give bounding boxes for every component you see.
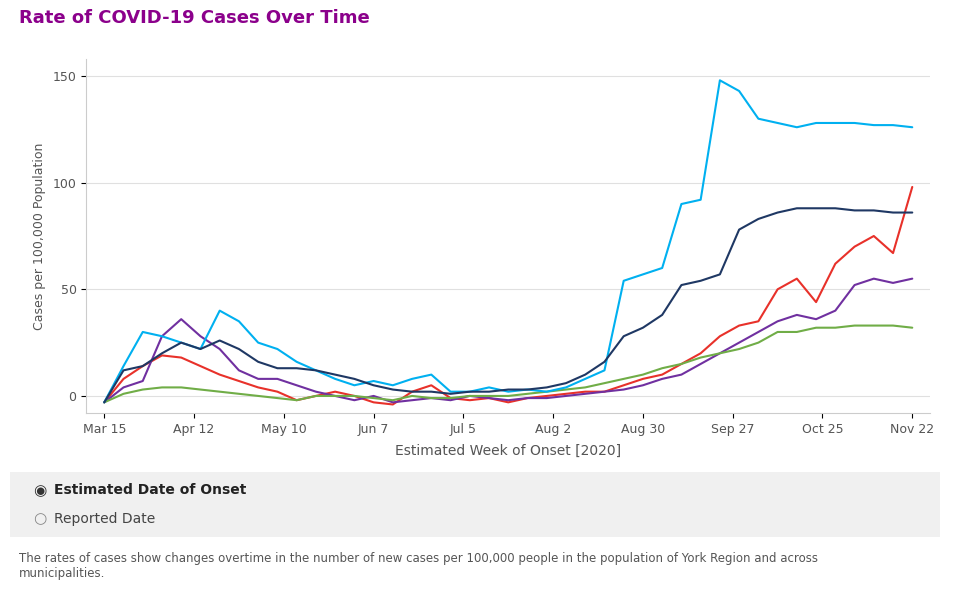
Legend: Markham, Northern 6, Richmond Hill, Vaughan, York Region: Markham, Northern 6, Richmond Hill, Vaug… [246, 490, 771, 503]
Y-axis label: Cases per 100,000 Population: Cases per 100,000 Population [33, 142, 46, 330]
Text: The rates of cases show changes overtime in the number of new cases per 100,000 : The rates of cases show changes overtime… [19, 552, 818, 579]
Text: ◉: ◉ [33, 483, 46, 498]
Text: ○: ○ [33, 511, 46, 526]
Text: Reported Date: Reported Date [55, 512, 155, 526]
Text: Rate of COVID-19 Cases Over Time: Rate of COVID-19 Cases Over Time [19, 9, 370, 27]
Text: Estimated Date of Onset: Estimated Date of Onset [55, 483, 246, 497]
X-axis label: Estimated Week of Onset [2020]: Estimated Week of Onset [2020] [395, 444, 621, 458]
